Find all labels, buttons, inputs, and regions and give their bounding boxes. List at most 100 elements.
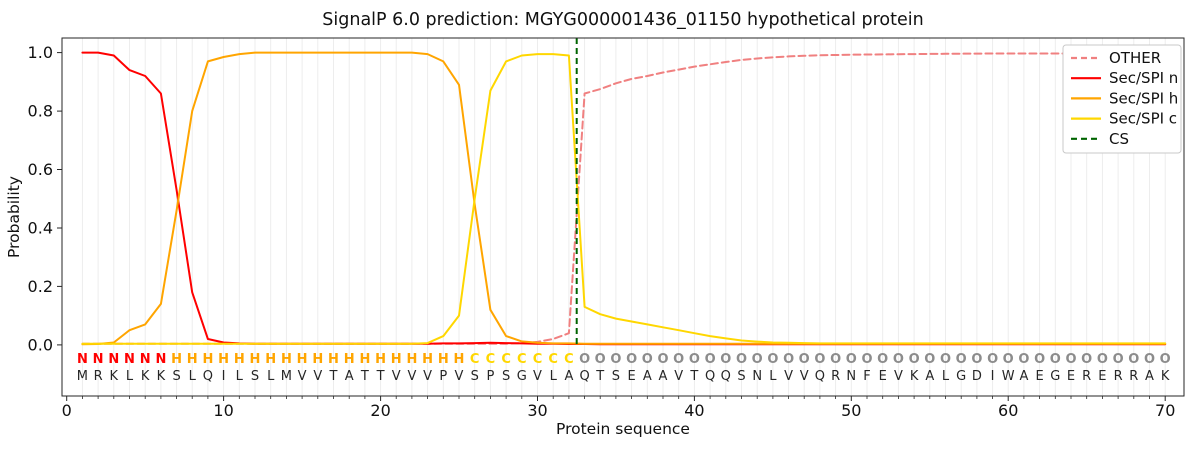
x-axis-label: Protein sequence [556, 420, 690, 438]
state-letter: H [454, 352, 465, 367]
x-tick-label: 0 [62, 401, 72, 420]
state-letter: O [705, 352, 716, 367]
residue-letter: E [1035, 369, 1043, 384]
residue-letter: E [627, 369, 635, 384]
state-letter: N [155, 352, 166, 367]
residue-letter: A [659, 369, 668, 384]
residue-letter: V [533, 369, 542, 384]
state-letter: O [1003, 352, 1014, 367]
plot-border [61, 37, 1185, 397]
state-letter: O [1065, 352, 1076, 367]
state-letter: H [265, 352, 276, 367]
y-tick-label: 1.0 [28, 43, 53, 62]
y-axis-label: Probability [5, 176, 23, 258]
state-letter: C [548, 352, 558, 367]
state-letter: O [767, 352, 778, 367]
state-letter: O [877, 352, 888, 367]
residue-letter: K [910, 369, 919, 384]
state-letter: O [657, 352, 668, 367]
residue-letter: L [126, 369, 134, 384]
state-letter: C [486, 352, 496, 367]
state-letter: C [501, 352, 511, 367]
residue-letter: G [956, 369, 966, 384]
residue-letter: A [345, 369, 354, 384]
legend-label: Sec/SPI c [1109, 110, 1177, 128]
state-letter: C [564, 352, 574, 367]
state-letter: O [1144, 352, 1155, 367]
residue-letter: G [1050, 369, 1060, 384]
state-letter: H [438, 352, 449, 367]
state-letter: H [375, 352, 386, 367]
state-letter: O [830, 352, 841, 367]
state-letter: H [171, 352, 182, 367]
state-letter: H [281, 352, 292, 367]
residue-letter: L [942, 369, 950, 384]
gridlines [81, 38, 1166, 396]
state-letter: C [517, 352, 527, 367]
residue-letter: L [189, 369, 197, 384]
state-letter: O [610, 352, 621, 367]
state-letter: O [595, 352, 606, 367]
state-letter: O [987, 352, 998, 367]
residue-letter: K [157, 369, 166, 384]
residue-letter: A [643, 369, 652, 384]
residue-letter: A [925, 369, 934, 384]
state-letter: O [673, 352, 684, 367]
residue-letter: W [1002, 369, 1015, 384]
state-letter: O [1097, 352, 1108, 367]
state-letter: N [140, 352, 151, 367]
state-letter: O [689, 352, 700, 367]
state-letter: O [971, 352, 982, 367]
residue-letter: V [800, 369, 809, 384]
state-letter: N [93, 352, 104, 367]
residue-letter: N [752, 369, 762, 384]
residue-letter: V [423, 369, 432, 384]
state-letter: H [359, 352, 370, 367]
residue-letter: R [831, 369, 840, 384]
state-letter: O [752, 352, 763, 367]
residue-letter: Q [579, 369, 589, 384]
residue-letter: M [281, 369, 292, 384]
sequence-letter-rows: NMNRNKNLNKNKHSHLHQHIHLHSHLHMHVHVHTHAHTHT… [77, 352, 1171, 384]
state-letter: O [720, 352, 731, 367]
state-letter: H [344, 352, 355, 367]
residue-letter: E [1067, 369, 1075, 384]
residue-letter: S [251, 369, 259, 384]
state-letter: O [1160, 352, 1171, 367]
residue-letter: E [1098, 369, 1106, 384]
state-letter: H [422, 352, 433, 367]
state-letter: H [328, 352, 339, 367]
state-letter: O [783, 352, 794, 367]
x-tick-label: 70 [1155, 401, 1175, 420]
state-letter: O [626, 352, 637, 367]
state-letter: O [956, 352, 967, 367]
legend-label: CS [1109, 130, 1129, 148]
state-letter: O [861, 352, 872, 367]
residue-letter: Q [705, 369, 715, 384]
y-tick-label: 0.8 [28, 102, 53, 121]
state-letter: O [909, 352, 920, 367]
residue-letter: A [1145, 369, 1154, 384]
state-letter: H [312, 352, 323, 367]
residue-letter: D [972, 369, 982, 384]
state-letter: O [1081, 352, 1092, 367]
legend-label: Sec/SPI h [1109, 89, 1178, 107]
y-tick-label: 0.2 [28, 277, 53, 296]
residue-letter: I [991, 369, 995, 384]
residue-letter: L [236, 369, 244, 384]
residue-letter: K [110, 369, 119, 384]
x-tick-label: 10 [213, 401, 233, 420]
state-letter: N [108, 352, 119, 367]
residue-letter: T [376, 369, 385, 384]
residue-letter: S [612, 369, 620, 384]
state-letter: H [187, 352, 198, 367]
residue-letter: E [879, 369, 887, 384]
state-letter: O [924, 352, 935, 367]
residue-letter: R [94, 369, 103, 384]
residue-letter: L [769, 369, 777, 384]
residue-letter: K [141, 369, 150, 384]
residue-letter: V [313, 369, 322, 384]
series-line-sec-spi-n [81, 51, 1167, 346]
residue-letter: T [329, 369, 338, 384]
